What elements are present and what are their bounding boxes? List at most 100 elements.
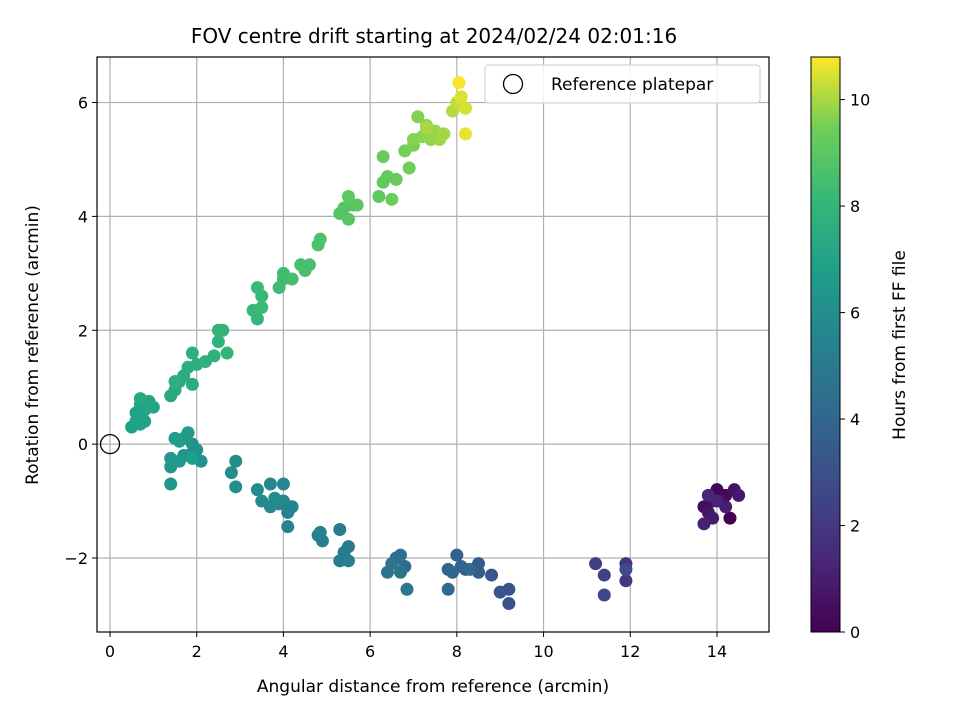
data-point bbox=[459, 127, 473, 141]
x-tick-label: 6 bbox=[365, 642, 375, 661]
data-point bbox=[341, 212, 355, 226]
data-point bbox=[211, 323, 225, 337]
colorbar-gradient bbox=[810, 56, 841, 633]
data-point bbox=[255, 300, 269, 314]
x-tick-label: 2 bbox=[192, 642, 202, 661]
legend: Reference platepar bbox=[484, 64, 761, 104]
colorbar-tick-label: 6 bbox=[850, 304, 860, 323]
colorbar: 0 2 4 6 8 10 Hours from first FF file bbox=[810, 56, 910, 642]
plot-frame bbox=[96, 56, 770, 633]
data-point bbox=[732, 488, 746, 502]
colorbar-label: Hours from first FF file bbox=[890, 250, 910, 440]
x-tick-label: 4 bbox=[278, 642, 288, 661]
data-point bbox=[493, 585, 507, 599]
data-points bbox=[125, 76, 746, 611]
data-point bbox=[341, 189, 355, 203]
data-point bbox=[597, 588, 611, 602]
data-point bbox=[172, 434, 186, 448]
data-point bbox=[372, 189, 386, 203]
data-point bbox=[313, 525, 327, 539]
data-point bbox=[333, 523, 347, 537]
data-point bbox=[250, 483, 264, 497]
data-point bbox=[298, 263, 312, 277]
data-point bbox=[263, 477, 277, 491]
data-point bbox=[185, 346, 199, 360]
data-point bbox=[459, 101, 473, 115]
x-tick-label: 12 bbox=[620, 642, 640, 661]
colorbar-tick-label: 8 bbox=[850, 197, 860, 216]
y-axis-ticks: −2 0 2 4 6 bbox=[64, 94, 97, 568]
data-point bbox=[619, 562, 633, 576]
data-point bbox=[181, 426, 195, 440]
data-point bbox=[224, 466, 238, 480]
data-point bbox=[723, 511, 737, 525]
x-axis-label: Angular distance from reference (arcmin) bbox=[257, 677, 609, 697]
data-point bbox=[333, 554, 347, 568]
y-tick-label: 2 bbox=[78, 321, 88, 340]
y-tick-label: 4 bbox=[78, 207, 88, 226]
data-point bbox=[485, 568, 499, 582]
colorbar-ticks: 0 2 4 6 8 10 bbox=[840, 91, 870, 642]
data-point bbox=[389, 172, 403, 186]
colorbar-tick-label: 10 bbox=[850, 91, 870, 110]
data-point bbox=[454, 90, 468, 104]
x-axis-ticks: 0 2 4 6 8 10 12 14 bbox=[105, 632, 727, 661]
data-point bbox=[402, 161, 416, 175]
data-point bbox=[285, 272, 299, 286]
data-point bbox=[220, 346, 234, 360]
data-point bbox=[229, 480, 243, 494]
y-tick-label: −2 bbox=[64, 549, 88, 568]
data-point bbox=[400, 582, 414, 596]
data-point bbox=[168, 375, 182, 389]
data-point bbox=[385, 192, 399, 206]
data-point bbox=[313, 232, 327, 246]
data-point bbox=[411, 110, 425, 124]
y-tick-label: 6 bbox=[78, 94, 88, 113]
x-tick-label: 10 bbox=[533, 642, 553, 661]
data-point bbox=[701, 488, 715, 502]
data-point bbox=[697, 517, 711, 531]
data-point bbox=[463, 562, 477, 576]
data-point bbox=[450, 548, 464, 562]
data-point bbox=[380, 565, 394, 579]
data-point bbox=[437, 127, 451, 141]
x-tick-label: 8 bbox=[452, 642, 462, 661]
data-point bbox=[185, 451, 199, 465]
y-tick-label: 0 bbox=[78, 435, 88, 454]
data-point bbox=[619, 574, 633, 588]
x-tick-label: 14 bbox=[707, 642, 727, 661]
data-point bbox=[250, 281, 264, 295]
chart-title: FOV centre drift starting at 2024/02/24 … bbox=[191, 24, 677, 48]
reference-point-marker bbox=[99, 433, 121, 455]
data-point bbox=[441, 582, 455, 596]
data-point bbox=[281, 520, 295, 534]
data-point bbox=[229, 454, 243, 468]
reference-marker bbox=[99, 433, 121, 455]
data-point bbox=[133, 392, 147, 406]
legend-box bbox=[484, 64, 761, 104]
colorbar-tick-label: 4 bbox=[850, 410, 860, 429]
data-point bbox=[138, 414, 152, 428]
data-point bbox=[185, 377, 199, 391]
data-point bbox=[502, 597, 516, 611]
data-point bbox=[276, 477, 290, 491]
data-point bbox=[419, 121, 433, 135]
legend-entry-reference-platepar: Reference platepar bbox=[551, 75, 713, 95]
data-point bbox=[589, 557, 603, 571]
x-tick-label: 0 bbox=[105, 642, 115, 661]
data-point bbox=[393, 565, 407, 579]
data-point bbox=[452, 76, 466, 90]
data-point bbox=[211, 335, 225, 349]
data-point bbox=[146, 400, 160, 414]
data-point bbox=[350, 198, 364, 212]
data-point bbox=[441, 562, 455, 576]
data-point bbox=[376, 150, 390, 164]
data-point bbox=[268, 491, 282, 505]
data-point bbox=[164, 477, 178, 491]
data-point bbox=[207, 349, 221, 363]
colorbar-tick-label: 2 bbox=[850, 517, 860, 536]
data-point bbox=[597, 568, 611, 582]
legend-marker-icon bbox=[502, 73, 524, 95]
colorbar-tick-label: 0 bbox=[850, 623, 860, 642]
